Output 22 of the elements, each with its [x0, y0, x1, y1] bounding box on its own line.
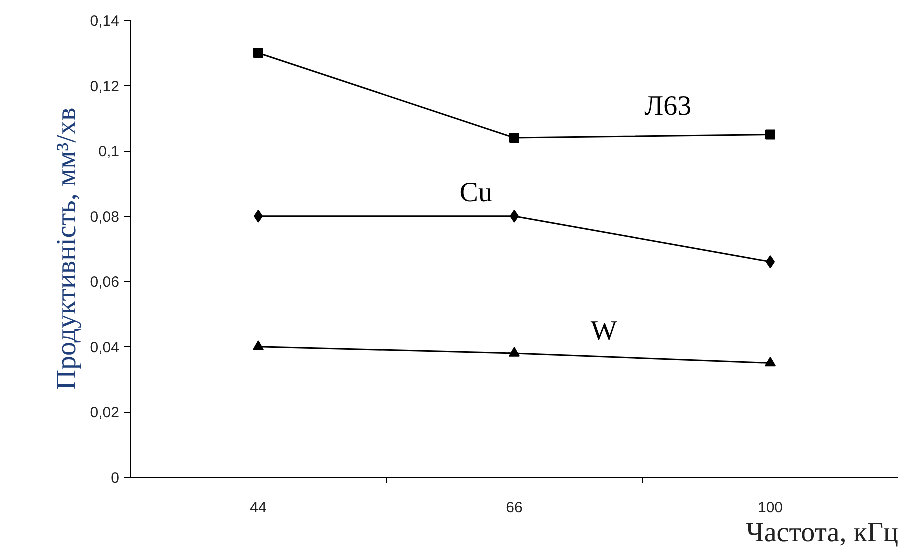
point	[253, 340, 264, 350]
y-axis-title: Продуктивність, мм³/хв	[51, 108, 82, 390]
y-tick-label: 0,14	[90, 13, 120, 30]
series-label: W	[590, 316, 618, 347]
series-label: Cu	[460, 177, 492, 208]
y-tick-label: 0,06	[90, 274, 120, 292]
y-tick-label: 0,04	[90, 339, 120, 356]
point	[510, 133, 520, 144]
x-tick-label: 44	[250, 500, 267, 516]
x-axis-title: Частота, кГц	[746, 518, 899, 548]
x-tick-label: 66	[506, 500, 523, 516]
x-tick-label: 100	[758, 500, 784, 516]
point	[509, 347, 520, 357]
y-tick-label: 0,02	[90, 404, 120, 422]
y-tick-label: 0,08	[90, 208, 120, 226]
y-tick-label: 0,1	[98, 144, 120, 161]
point	[254, 48, 264, 58]
y-tick-label: 0,12	[90, 78, 120, 96]
point	[765, 356, 776, 367]
y-tick-label: 0	[111, 470, 120, 487]
point	[766, 130, 776, 140]
series-label: Л63	[644, 91, 692, 122]
